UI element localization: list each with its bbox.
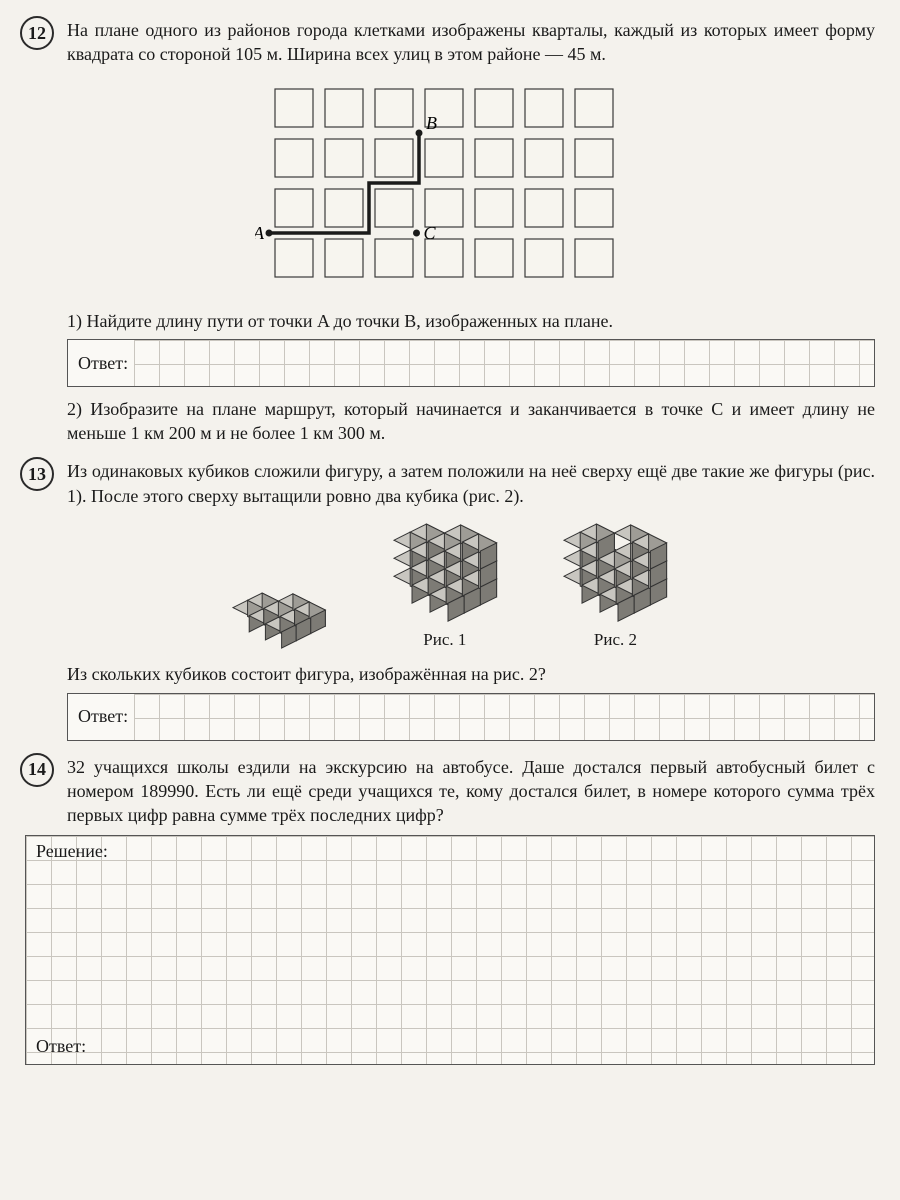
problem-text: 32 учащихся школы ездили на экскурсию на… <box>67 755 875 828</box>
cube-figures-row: Рис. 1 Рис. 2 <box>25 520 875 652</box>
problem-13: 13 Из одинаковых кубиков сложили фигуру,… <box>25 459 875 740</box>
problem-number-badge: 12 <box>20 16 54 50</box>
svg-text:A: A <box>255 223 265 243</box>
subquestion-2: 2) Изобразите на плане маршрут, который … <box>67 397 875 446</box>
figure-caption-2: Рис. 2 <box>560 629 671 652</box>
solution-label: Решение: <box>36 839 108 863</box>
subquestion-1: 1) Найдите длину пути от точки A до точк… <box>67 309 875 333</box>
question-text: Из скольких кубиков состоит фигура, изоб… <box>67 662 875 686</box>
problem-12: 12 На плане одного из районов города кле… <box>25 18 875 445</box>
answer-grid[interactable] <box>134 340 874 386</box>
figure-1-stack: Рис. 1 <box>390 520 501 652</box>
problem-14: 14 32 учащихся школы ездили на экскурсию… <box>25 755 875 1066</box>
problem-text: На плане одного из районов города клетка… <box>67 18 875 67</box>
city-plan-figure: A B C <box>25 79 875 299</box>
solution-box[interactable]: Решение: Ответ: <box>25 835 875 1065</box>
answer-grid[interactable] <box>134 694 874 740</box>
answer-label: Ответ: <box>68 340 134 386</box>
figure-2: Рис. 2 <box>560 520 671 652</box>
problem-text: Из одинаковых кубиков сложили фигуру, а … <box>67 459 875 508</box>
problem-number-badge: 14 <box>20 753 54 787</box>
answer-box-13[interactable]: Ответ: <box>67 693 875 741</box>
answer-label: Ответ: <box>68 694 134 740</box>
svg-text:C: C <box>424 223 437 243</box>
svg-text:B: B <box>426 113 437 133</box>
answer-label: Ответ: <box>36 1034 86 1058</box>
figure-caption-1: Рис. 1 <box>390 629 501 652</box>
figure-1-layer <box>229 589 329 652</box>
problem-number-badge: 13 <box>20 457 54 491</box>
answer-box-12-1[interactable]: Ответ: <box>67 339 875 387</box>
